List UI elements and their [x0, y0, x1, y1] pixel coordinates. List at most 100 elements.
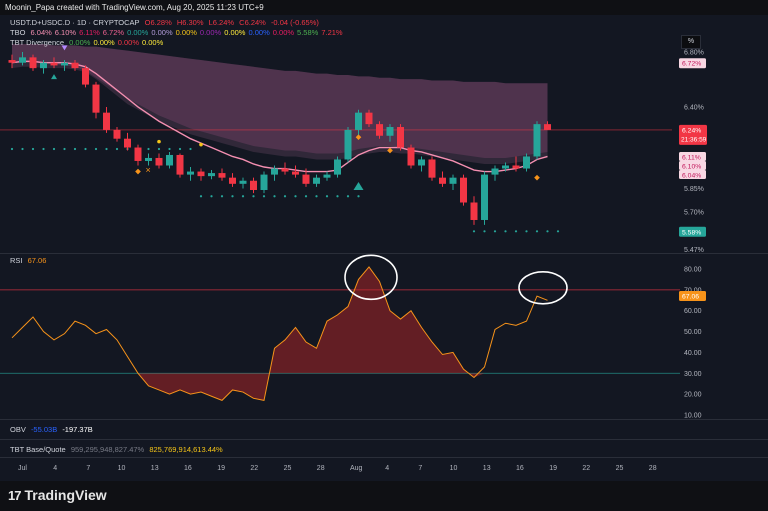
rsi-tick-label: 10.00: [684, 413, 702, 420]
candle-body: [313, 177, 320, 184]
low-value: L6.24%: [208, 18, 235, 27]
chart-area[interactable]: ×6.80%6.40%6.00%5.85%5.70%5.47%6.72%6.24…: [0, 15, 768, 481]
time-tick-label: Aug: [350, 465, 363, 472]
candle-body: [92, 84, 100, 113]
price-badge-b2: 6.10%: [682, 164, 701, 171]
candle-body: [103, 112, 110, 130]
support-dot: [231, 195, 234, 198]
cross-marker-icon: ×: [146, 165, 151, 175]
support-dot: [84, 147, 87, 151]
candle-body: [502, 165, 509, 169]
candle-body: [481, 174, 488, 220]
support-dot: [325, 195, 329, 198]
time-tick-label: Jul: [18, 465, 27, 472]
pane-divider: [0, 439, 768, 440]
time-tick-label: 19: [217, 465, 225, 472]
candle-body: [302, 174, 310, 184]
candle-body: [397, 127, 404, 148]
legend-value: 6.10%: [54, 28, 77, 37]
current-price-badge-bg: [679, 124, 707, 145]
support-dot: [262, 195, 266, 198]
candle-body: [134, 147, 142, 161]
price-badge-b1: 6.11%: [682, 155, 701, 162]
candle-body: [229, 177, 236, 184]
base-quote-legend: TBT Base/Quote 959,295,948,827.47% 825,7…: [10, 445, 226, 455]
support-dot: [52, 147, 56, 151]
candle-body: [271, 168, 278, 175]
rsi-tick-label: 40.00: [684, 350, 702, 357]
support-dot: [31, 147, 35, 151]
time-tick-label: 25: [616, 465, 624, 472]
rsi-badge-bg: [679, 290, 706, 301]
support-dot: [283, 195, 287, 198]
candle-body: [166, 154, 173, 166]
support-dot: [483, 230, 486, 233]
legend-value: 6.04%: [30, 28, 52, 37]
support-dot: [73, 147, 77, 151]
candle-body: [40, 62, 47, 69]
price-tick-label: 5.85%: [684, 186, 704, 193]
header-bar: Moonin_Papa created with TradingView.com…: [0, 0, 768, 15]
tbt-values: 0.00% 0.00% 0.00% 0.00%: [69, 38, 166, 47]
time-tick-label: 13: [483, 465, 491, 472]
legend-value: 0.00%: [117, 38, 139, 47]
support-dot: [178, 147, 182, 151]
diamond-marker-icon: [387, 147, 393, 154]
candle-body: [386, 127, 394, 136]
support-dot: [220, 195, 224, 198]
rsi-tick-label: 80.00: [684, 267, 702, 274]
support-dot: [10, 147, 14, 151]
price-badge-b1-bg: [679, 152, 706, 162]
tbo-values: 6.04% 6.10% 6.11% 6.72% 0.00% 0.00% 0.00% 0.00%…: [31, 28, 346, 37]
candle-body: [113, 129, 121, 139]
footer-bar: 17 TradingView: [0, 481, 768, 511]
support-dot: [168, 147, 171, 151]
price-badge-top-bg: [679, 58, 706, 69]
candle-body: [260, 174, 268, 190]
price-tick-label: 5.70%: [684, 210, 704, 217]
candle-body: [50, 62, 58, 66]
tbo-band-cloud: [12, 44, 548, 158]
candle-body: [8, 60, 16, 63]
candle-body: [155, 157, 163, 166]
base-quote-value-1: 959,295,948,827.47%: [70, 445, 145, 454]
rsi-line: [11, 266, 548, 401]
support-dot: [514, 230, 518, 233]
time-tick-label: 16: [516, 465, 524, 472]
legend-value: 0.00%: [175, 28, 197, 37]
percent-scale-button[interactable]: %: [681, 35, 701, 49]
support-dot: [241, 195, 245, 198]
candle-body: [491, 168, 499, 175]
tbt-legend: TBT Divergence 0.00% 0.00% 0.00% 0.00%: [10, 38, 169, 48]
obv-legend: OBV -55.03B -197.37B: [10, 425, 96, 435]
tradingview-mark-icon: 17: [8, 487, 22, 503]
support-dot: [21, 147, 24, 151]
tbt-name: TBT Divergence: [10, 38, 65, 47]
rsi-tick-label: 60.00: [684, 308, 702, 315]
candle-body: [365, 112, 373, 125]
main-legend: USDT.D+USDC.D · 1D · CRYPTOCAP O6.28% H6…: [10, 18, 322, 28]
time-tick-label: 7: [86, 465, 90, 472]
obv-value-2: -197.37B: [62, 425, 93, 434]
sell-signal-icon: [61, 45, 68, 51]
candle-body: [523, 156, 530, 169]
candle-body: [533, 124, 541, 157]
diamond-marker-icon: [355, 134, 362, 141]
time-tick-label: 19: [549, 465, 557, 472]
legend-value: 0.00%: [93, 38, 115, 47]
open-value: O6.28%: [144, 18, 172, 27]
legend-value: 0.00%: [272, 28, 295, 37]
support-dot: [189, 147, 192, 151]
legend-value: 6.11%: [79, 28, 100, 37]
candle-body: [71, 62, 79, 69]
price-badge-b2-bg: [679, 161, 706, 171]
rsi-badge: 67.06: [682, 293, 699, 300]
rsi-legend: RSI 67.06: [10, 256, 49, 266]
time-tick-label: 22: [582, 465, 590, 472]
legend-value: 0.00%: [142, 38, 164, 47]
tbo-band-inner: [12, 44, 548, 164]
candle-body: [187, 171, 194, 175]
candle-body: [281, 168, 289, 172]
rsi-tick-label: 20.00: [684, 392, 702, 399]
